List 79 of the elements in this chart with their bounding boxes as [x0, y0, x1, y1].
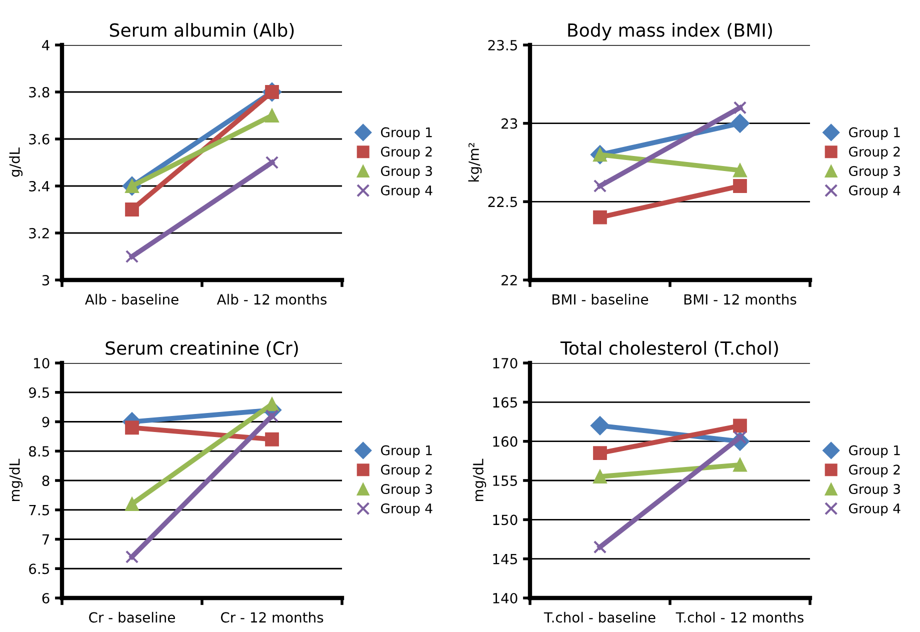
legend-label: Group 4 [381, 503, 432, 516]
y-tick-label: 23 [502, 118, 518, 129]
x-tick-label: T.chol - 12 months [676, 612, 804, 623]
y-tick-label: 3.6 [29, 134, 50, 144]
legend-label: Group 1 [381, 127, 432, 140]
legend-label: Group 2 [849, 146, 900, 160]
legend-label: Group 4 [849, 185, 900, 198]
y-tick-label: 3.4 [29, 180, 50, 192]
legend-label: Group 4 [381, 185, 432, 198]
y-tick-label: 7.5 [29, 505, 49, 516]
x-tick-label: Alb - baseline [85, 294, 178, 305]
point [265, 156, 279, 170]
legend-label: Group 1 [381, 445, 432, 458]
chart-title: Serum creatinine (Cr) [106, 340, 298, 358]
y-tick-label: 8.5 [29, 446, 49, 457]
x-tick-label: BMI - baseline [552, 294, 648, 305]
legend-label: Group 2 [381, 464, 432, 478]
point [125, 420, 139, 435]
point [125, 250, 139, 264]
y-tick-label: 10 [34, 358, 50, 368]
legend-label: Group 3 [381, 484, 432, 497]
y-tick-label: 155 [493, 476, 517, 486]
point [125, 202, 139, 216]
point [593, 540, 607, 554]
legend-label: Group 3 [849, 484, 900, 497]
y-tick-label: 165 [493, 397, 517, 408]
point [593, 179, 607, 193]
y-tick-label: 140 [493, 592, 518, 604]
y-tick-label: 22 [502, 274, 517, 286]
x-tick-label: Cr - baseline [89, 612, 175, 623]
chart-title: Serum albumin (Alb) [110, 22, 294, 40]
point [125, 550, 139, 564]
y-tick-label: 8 [42, 475, 50, 486]
point [593, 210, 607, 224]
y-tick-label: 7 [42, 534, 50, 545]
y-tick-label: 9.5 [28, 387, 49, 398]
y-axis-title: kg/m² [468, 143, 482, 182]
point [590, 416, 610, 436]
y-axis-title: mg/dL [9, 458, 23, 502]
y-tick-label: 160 [493, 436, 518, 447]
y-tick-label: 3.2 [29, 228, 49, 238]
y-tick-label: 6 [42, 592, 50, 604]
y-tick-label: 3.8 [29, 86, 50, 98]
x-tick-label: Cr - 12 months [220, 612, 324, 623]
x-tick-label: Alb - 12 months [216, 294, 327, 305]
chart-title: Body mass index (BMI) [568, 22, 772, 40]
legend-label: Group 3 [381, 166, 432, 179]
legend-label: Group 2 [849, 464, 900, 478]
point [593, 470, 607, 484]
point [265, 108, 279, 122]
point [125, 497, 139, 511]
y-tick-label: 3 [42, 274, 50, 286]
legend-label: Group 4 [849, 503, 900, 516]
chart-title: Total cholesterol (T.chol) [560, 340, 778, 358]
point [733, 418, 747, 433]
legend-label: Group 1 [849, 445, 900, 458]
y-tick-label: 150 [493, 514, 518, 526]
point [733, 163, 747, 178]
x-tick-label: T.chol - baseline [544, 612, 656, 623]
y-tick-label: 23.5 [488, 40, 517, 50]
legend-label: Group 2 [381, 146, 432, 160]
point [733, 179, 747, 193]
y-tick-label: 9 [42, 416, 50, 428]
point [730, 114, 750, 133]
y-tick-label: 145 [493, 554, 517, 564]
y-axis-title: g/dL [9, 148, 23, 177]
x-tick-label: BMI - 12 months [684, 294, 796, 305]
legend-label: Group 1 [849, 127, 900, 140]
y-tick-label: 170 [493, 358, 518, 368]
legend-label: Group 3 [849, 166, 900, 179]
y-tick-label: 6.5 [29, 564, 49, 574]
point [265, 432, 279, 446]
y-tick-label: 22.5 [488, 196, 517, 208]
point [593, 446, 607, 460]
point [733, 458, 747, 472]
y-tick-label: 4 [42, 40, 50, 50]
point [733, 101, 747, 114]
point [265, 409, 279, 422]
y-axis-title: mg/dL [472, 458, 486, 502]
